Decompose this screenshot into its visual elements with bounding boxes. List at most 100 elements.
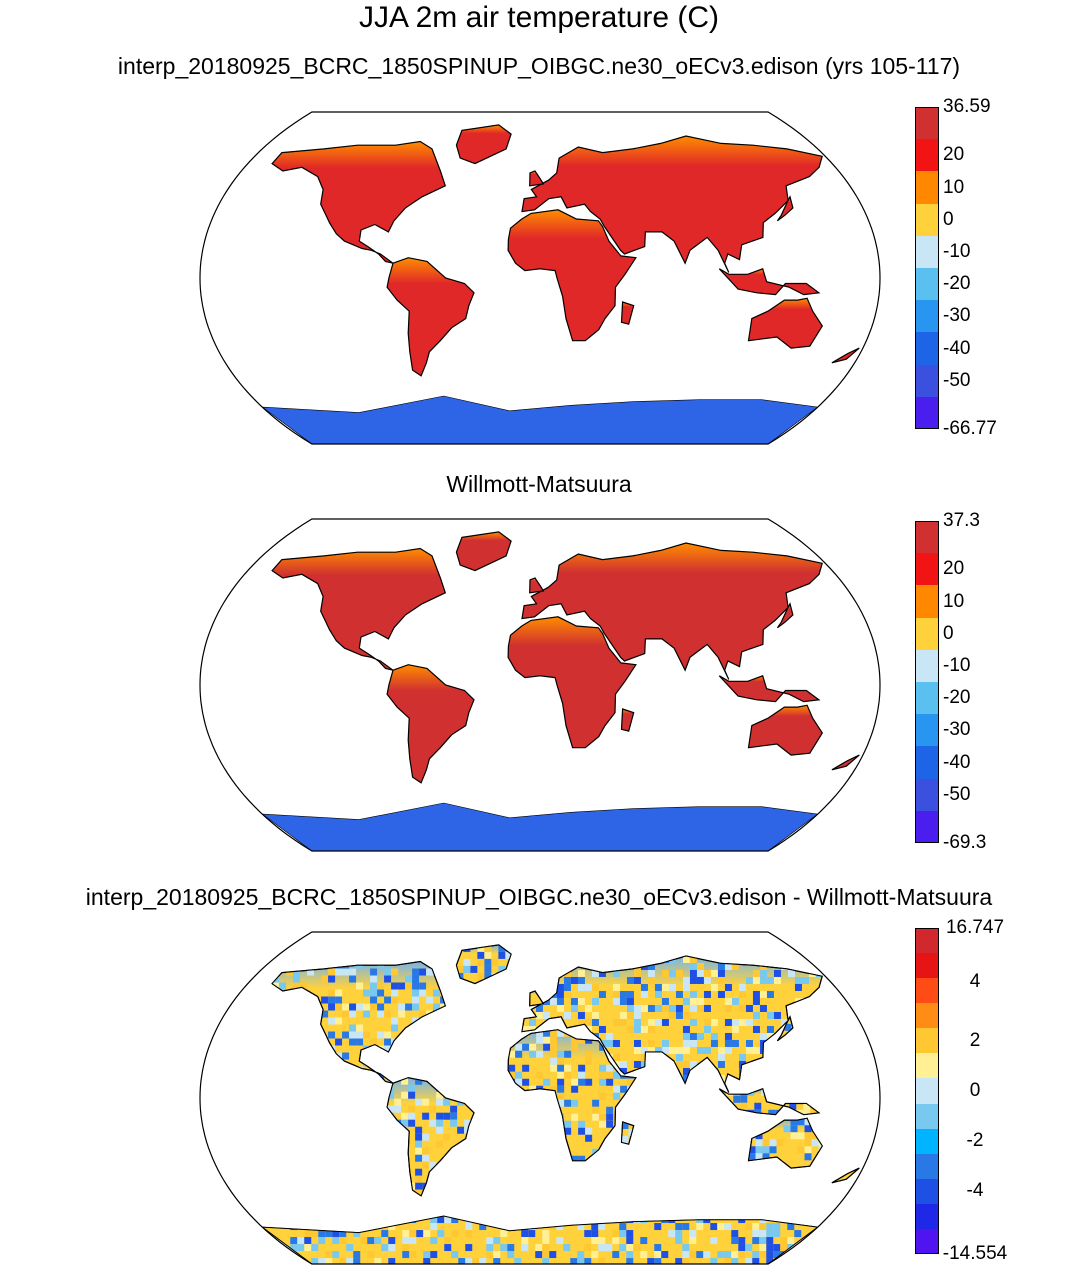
colorbar-box (915, 268, 939, 301)
landmass-namerica (271, 140, 447, 264)
panel-3-map-svg (199, 931, 881, 1265)
landmass-madagascar (620, 301, 635, 325)
colorbar-label: -10 (943, 654, 971, 676)
panel-2-map (195, 515, 885, 855)
colorbar-label: -10 (943, 240, 971, 262)
map-outline (199, 518, 881, 852)
colorbar-label: -69.3 (943, 832, 987, 853)
colorbar-label: -40 (943, 337, 971, 359)
colorbar-box (915, 364, 939, 397)
landmass-namerica (271, 547, 447, 671)
panel-1-title: interp_20180925_BCRC_1850SPINUP_OIBGC.ne… (117, 53, 961, 79)
landmass-antarctica (261, 802, 819, 851)
landmass-samerica (386, 1077, 475, 1197)
colorbar-box (915, 810, 939, 843)
landmass-samerica (386, 257, 475, 377)
panel-1-colorbar: 36.59 20 10 0 -10 -20 -30 -40 -50 -66.77 (915, 97, 997, 439)
colorbar-label: 37.3 (943, 510, 980, 531)
landmass-japan (776, 195, 794, 222)
colorbar-label: -66.77 (943, 418, 997, 439)
colorbar-box (915, 1003, 939, 1029)
colorbar-box (915, 107, 939, 140)
colorbar-label: 4 (969, 970, 981, 992)
colorbar-box (915, 553, 939, 586)
colorbar-label: -20 (943, 273, 971, 295)
landmass-samerica (386, 664, 475, 784)
colorbar-label: -20 (943, 687, 971, 709)
colorbar-label: 16.747 (945, 917, 1005, 938)
colorbar-label: -50 (943, 783, 971, 805)
colorbar-box (915, 585, 939, 618)
colorbar-label: 36.59 (943, 96, 991, 117)
landmass-indonesia (718, 268, 821, 296)
landmass-greenland (455, 124, 512, 165)
colorbar-label: 20 (943, 558, 965, 580)
colorbar-label: 2 (969, 1029, 981, 1051)
colorbar-box (915, 714, 939, 747)
landmass-eurasia (521, 135, 823, 273)
colorbar-box (915, 396, 939, 429)
colorbar-label: 0 (943, 622, 954, 644)
colorbar-box (915, 953, 939, 979)
landmass-nz (831, 754, 860, 771)
colorbar-box (915, 139, 939, 172)
colorbar-box (915, 1103, 939, 1129)
colorbar-box (915, 1028, 939, 1054)
colorbar-label: 20 (943, 144, 965, 166)
colorbar-box (915, 649, 939, 682)
panel-3-map (195, 928, 885, 1268)
landmass-eurasia (521, 542, 823, 680)
colorbar-label: -2 (966, 1130, 984, 1152)
colorbar-box (915, 235, 939, 268)
landmass-greenland (455, 531, 512, 572)
colorbar-box (915, 300, 939, 333)
landmass-indonesia (718, 675, 821, 703)
landmass-nz (831, 347, 860, 364)
panel-2-colorbar: 37.3 20 10 0 -10 -20 -30 -40 -50 -69.3 (915, 511, 986, 853)
colorbar-box (915, 682, 939, 715)
colorbar-box (915, 617, 939, 650)
map-outline (199, 111, 881, 445)
landmass-australia (747, 297, 824, 349)
panel-2-title: Willmott-Matsuura (446, 471, 632, 497)
figure-title: JJA 2m air temperature (C) (358, 1, 720, 34)
landmass-antarctica (261, 395, 819, 444)
colorbar-box (915, 978, 939, 1004)
colorbar-box (915, 1228, 939, 1254)
colorbar-box (915, 928, 939, 954)
colorbar-label: 0 (943, 208, 954, 230)
colorbar-box (915, 1128, 939, 1154)
colorbar-box (915, 778, 939, 811)
panel-3-colorbar: 16.747 4 2 0 -2 -4 -14.554 (915, 918, 1007, 1264)
landmass-japan (776, 602, 794, 629)
landmass-australia (747, 704, 824, 756)
landmass-uk (529, 577, 545, 594)
colorbar-label: -4 (966, 1180, 984, 1202)
panel-2-map-svg (199, 518, 881, 852)
landmass-africa (507, 209, 637, 342)
colorbar-box (915, 1053, 939, 1079)
colorbar-label: -14.554 (942, 1243, 1008, 1264)
colorbar-label: -40 (943, 751, 971, 773)
colorbar-box (915, 746, 939, 779)
colorbar-label: -30 (943, 305, 971, 327)
landmass-uk (529, 170, 545, 187)
colorbar-box (915, 521, 939, 554)
colorbar-label: 10 (943, 590, 965, 612)
map-outline (199, 931, 881, 1265)
panel-1-map (195, 108, 885, 448)
panel-1-map-svg (199, 111, 881, 445)
colorbar-box (915, 1178, 939, 1204)
colorbar-label: -50 (943, 369, 971, 391)
colorbar-box (915, 332, 939, 365)
colorbar-box (915, 1078, 939, 1104)
colorbar-box (915, 1153, 939, 1179)
colorbar-label: -30 (943, 719, 971, 741)
landmass-africa (507, 616, 637, 749)
panel-3-title: interp_20180925_BCRC_1850SPINUP_OIBGC.ne… (85, 884, 993, 910)
colorbar-box (915, 203, 939, 236)
colorbar-box (915, 171, 939, 204)
colorbar-label: 0 (969, 1080, 981, 1101)
colorbar-box (915, 1203, 939, 1229)
colorbar-label: 10 (943, 176, 965, 198)
